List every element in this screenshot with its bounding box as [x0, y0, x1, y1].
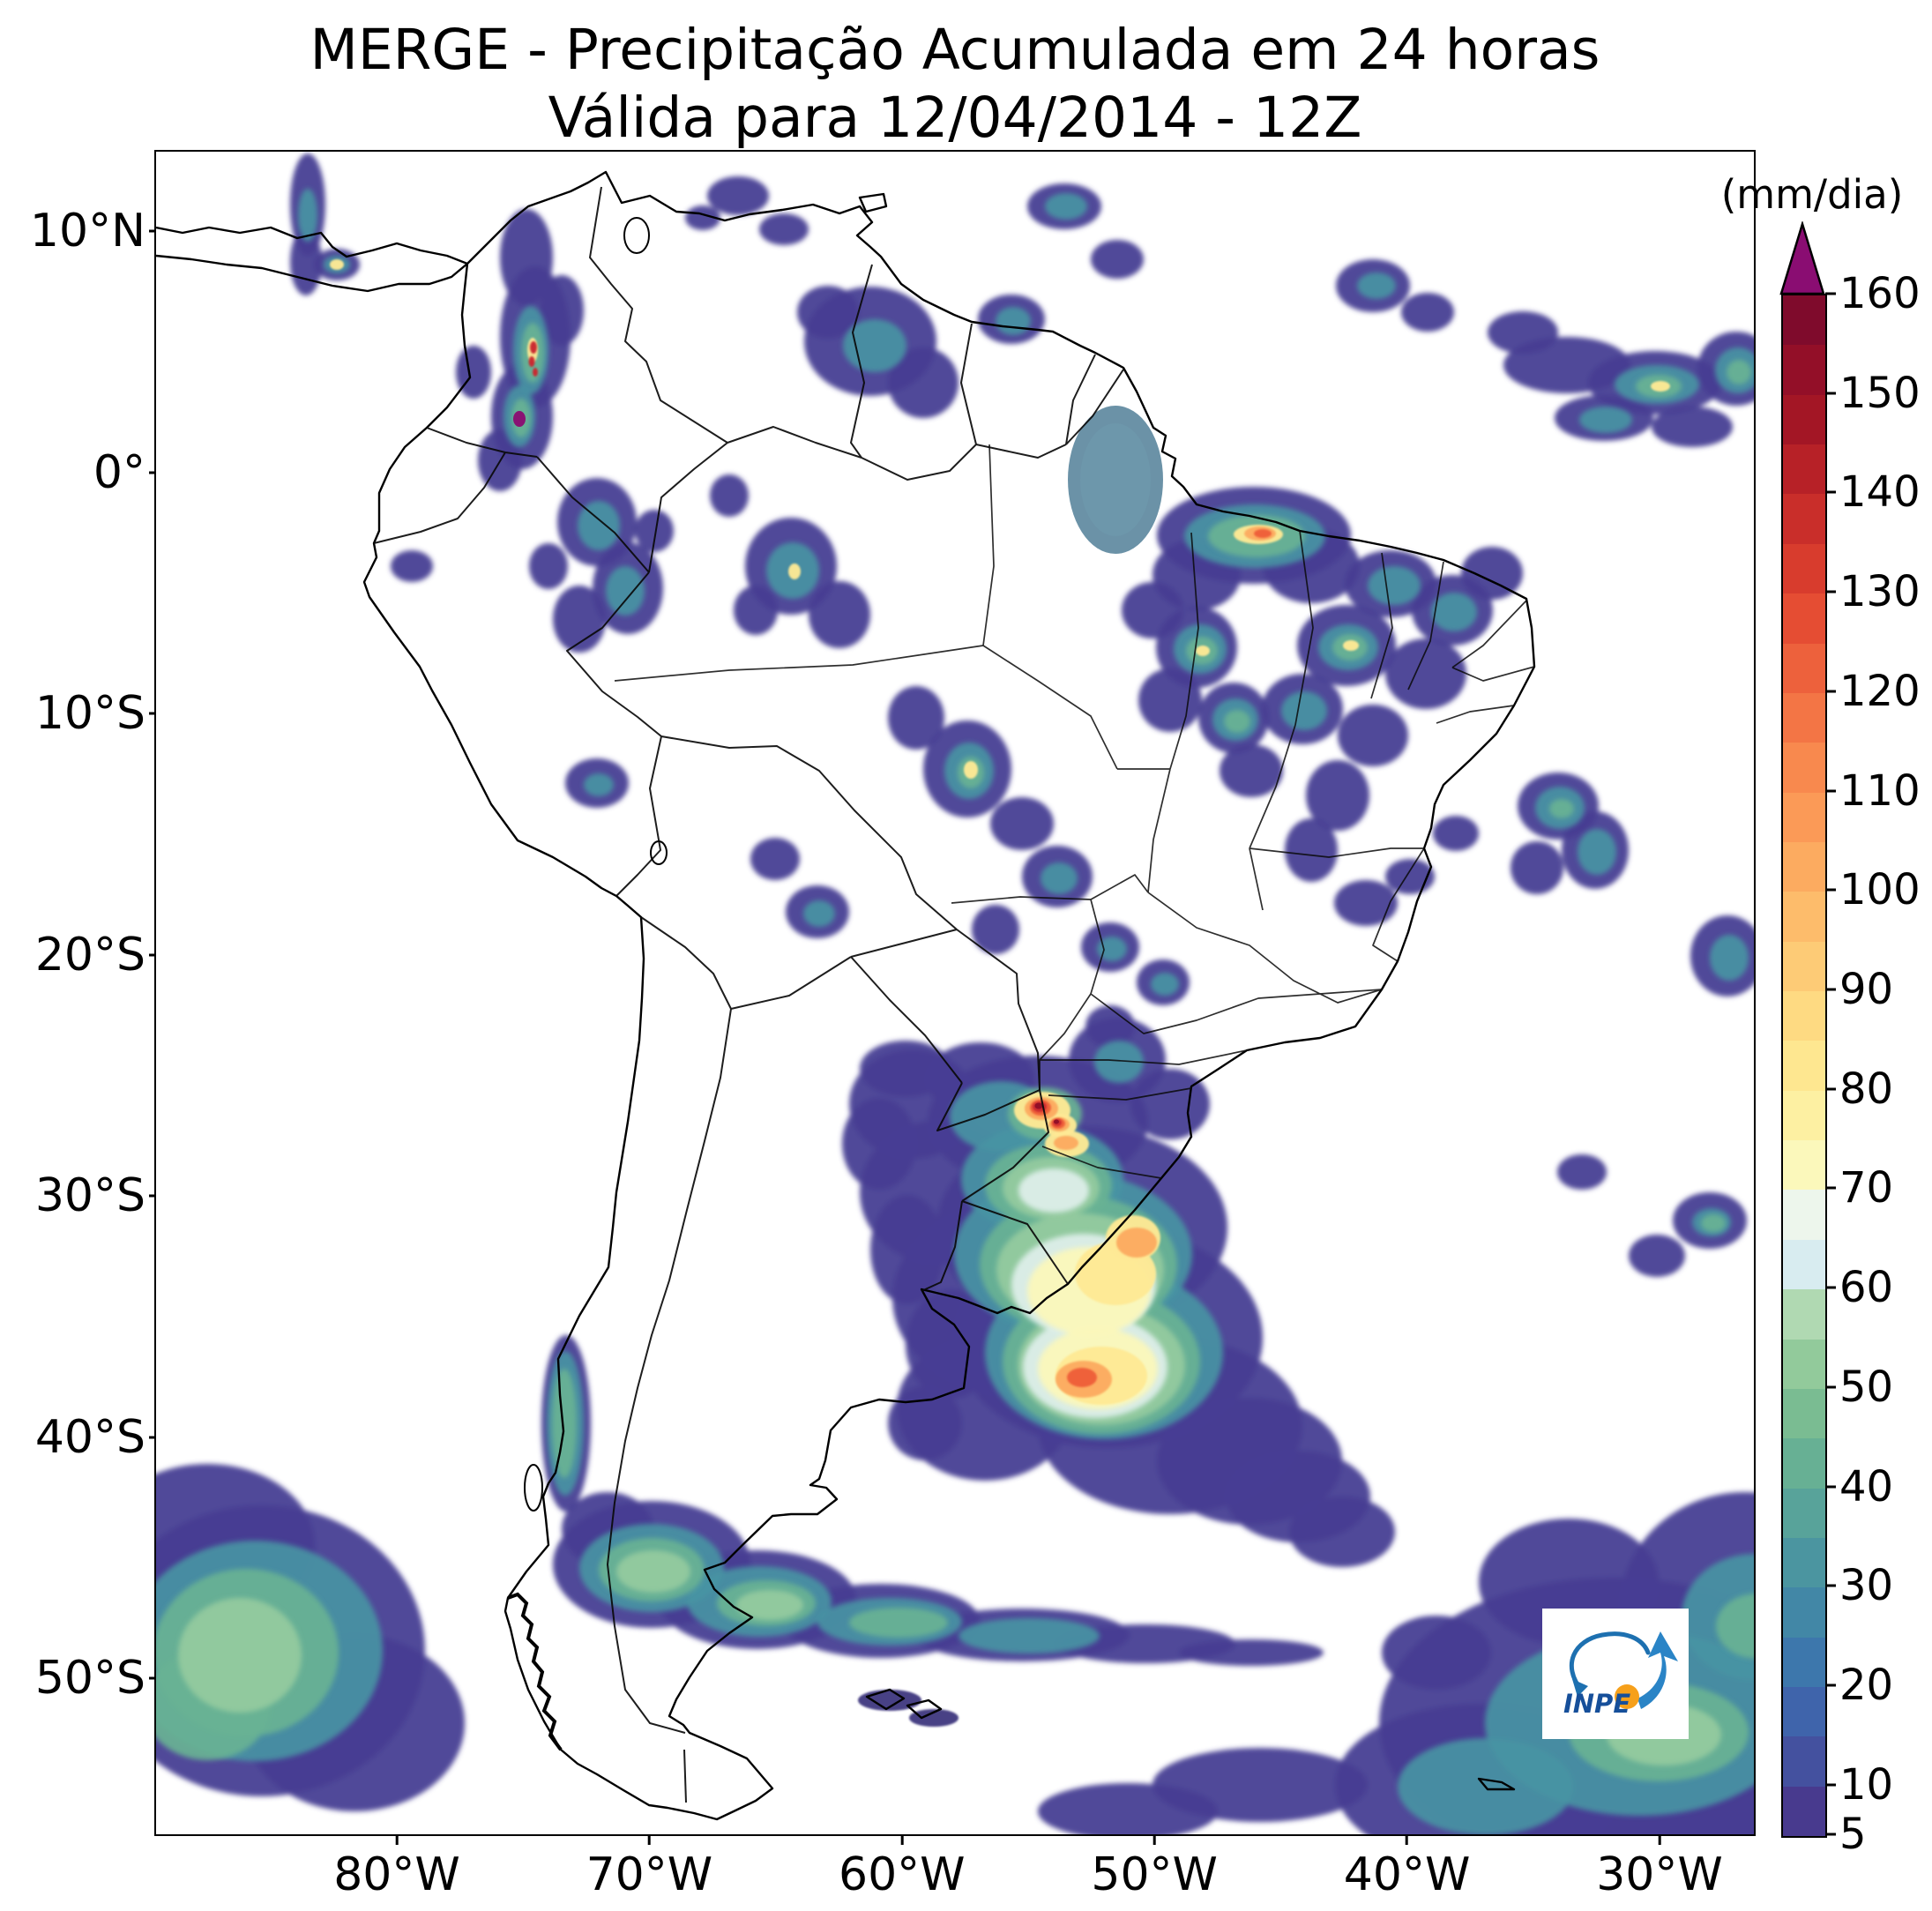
colorbar-tick-label: 100	[1839, 865, 1921, 915]
inpe-logo-globe	[1615, 1684, 1639, 1709]
colorbar-segment	[1783, 1190, 1825, 1240]
y-tick-label: 10°N	[29, 205, 145, 258]
colorbar-tick-label: 90	[1839, 964, 1894, 1014]
colorbar-segment	[1783, 1388, 1825, 1439]
colorbar-segment	[1783, 1736, 1825, 1787]
colorbar-segment	[1783, 892, 1825, 942]
precip-level-150-160	[1034, 1102, 1059, 1124]
colorbar-segment	[1783, 543, 1825, 594]
colorbar-segment	[1783, 1637, 1825, 1688]
colorbar-overflow-arrow	[1779, 221, 1825, 295]
x-tick-label: 80°W	[333, 1848, 460, 1901]
colorbar-segment	[1783, 1041, 1825, 1091]
colorbar-tick-label: 130	[1839, 567, 1921, 617]
colorbar-gradient	[1783, 295, 1825, 1837]
colorbar-segment	[1783, 1289, 1825, 1340]
colorbar-segment	[1783, 345, 1825, 395]
map-plot-area: INPE	[154, 150, 1756, 1836]
colorbar-segment	[1783, 1587, 1825, 1638]
colorbar-segment	[1783, 295, 1825, 346]
colorbar-tick-label: 20	[1839, 1660, 1894, 1710]
figure-title: MERGE - Precipitação Acumulada em 24 hor…	[156, 16, 1754, 152]
colorbar-tick-label: 150	[1839, 368, 1921, 418]
colorbar-segment	[1783, 1687, 1825, 1737]
colorbar-segment	[1783, 593, 1825, 644]
y-tick-label: 50°S	[34, 1652, 145, 1705]
y-tick-label: 0°	[93, 445, 145, 499]
colorbar-segment	[1783, 494, 1825, 544]
colorbar-overflow-polygon	[1779, 221, 1825, 295]
title-line-1: MERGE - Precipitação Acumulada em 24 hor…	[310, 18, 1600, 82]
colorbar-segment	[1783, 792, 1825, 842]
x-tick-label: 70°W	[586, 1848, 713, 1901]
country-borders	[373, 186, 1124, 1803]
colorbar-segment	[1783, 1537, 1825, 1588]
coastline	[156, 170, 1536, 1821]
colorbar-tick-label: 10	[1839, 1759, 1894, 1810]
inpe-logo-orbit-arrowhead	[1572, 1679, 1588, 1697]
fjord-coast-detail	[507, 1592, 563, 1751]
colorbar-tick-label: 110	[1839, 765, 1921, 816]
colorbar-unit-label: (mm/dia)	[1720, 171, 1904, 218]
colorbar	[1781, 294, 1827, 1838]
colorbar-tick-label: 30	[1839, 1561, 1894, 1611]
x-tick-label: 60°W	[839, 1848, 966, 1901]
colorbar-segment	[1783, 841, 1825, 892]
colorbar-tick-label: 5	[1839, 1810, 1867, 1859]
colorbar-tick-label: 70	[1839, 1163, 1894, 1213]
inpe-logo: INPE	[1542, 1609, 1689, 1739]
colorbar-tick-label: 40	[1839, 1461, 1894, 1512]
colorbar-segment	[1783, 444, 1825, 495]
inpe-logo-orbit	[1569, 1631, 1651, 1692]
colorbar-segment	[1783, 1339, 1825, 1389]
colorbar-tick-label: 120	[1839, 666, 1921, 716]
colorbar-segment	[1783, 692, 1825, 743]
y-tick-label: 30°S	[34, 1169, 145, 1222]
precipitation-field	[156, 153, 1754, 1834]
colorbar-tick-label: 160	[1839, 268, 1921, 318]
colorbar-tick-label: 80	[1839, 1064, 1894, 1114]
x-tick-label: 50°W	[1091, 1848, 1218, 1901]
precip-level-over-160	[513, 411, 526, 427]
state-borders	[614, 444, 1535, 1179]
colorbar-tick-label: 50	[1839, 1362, 1894, 1412]
colorbar-segment	[1783, 991, 1825, 1041]
inpe-logo-text: INPE	[1563, 1689, 1630, 1719]
x-tick-label: 30°W	[1596, 1848, 1723, 1901]
colorbar-segment	[1783, 1438, 1825, 1489]
colorbar-tick-label: 140	[1839, 467, 1921, 518]
colorbar-segment	[1783, 1140, 1825, 1191]
colorbar-segment	[1783, 941, 1825, 992]
y-tick-label: 20°S	[34, 928, 145, 982]
y-tick-label: 10°S	[34, 687, 145, 740]
colorbar-segment	[1783, 1786, 1825, 1837]
y-tick-label: 40°S	[34, 1410, 145, 1464]
colorbar-segment	[1783, 643, 1825, 693]
title-line-2: Válida para 12/04/2014 - 12Z	[548, 86, 1362, 150]
x-tick-label: 40°W	[1343, 1848, 1471, 1901]
colorbar-segment	[1783, 1239, 1825, 1290]
precip-marajo-cell	[1068, 406, 1163, 554]
colorbar-tick-label: 60	[1839, 1263, 1894, 1313]
colorbar-segment	[1783, 394, 1825, 445]
inpe-logo-swoosh	[1637, 1631, 1678, 1709]
colorbar-segment	[1783, 1090, 1825, 1141]
colorbar-segment	[1783, 743, 1825, 793]
colorbar-segment	[1783, 1488, 1825, 1538]
map-canvas	[156, 153, 1754, 1834]
